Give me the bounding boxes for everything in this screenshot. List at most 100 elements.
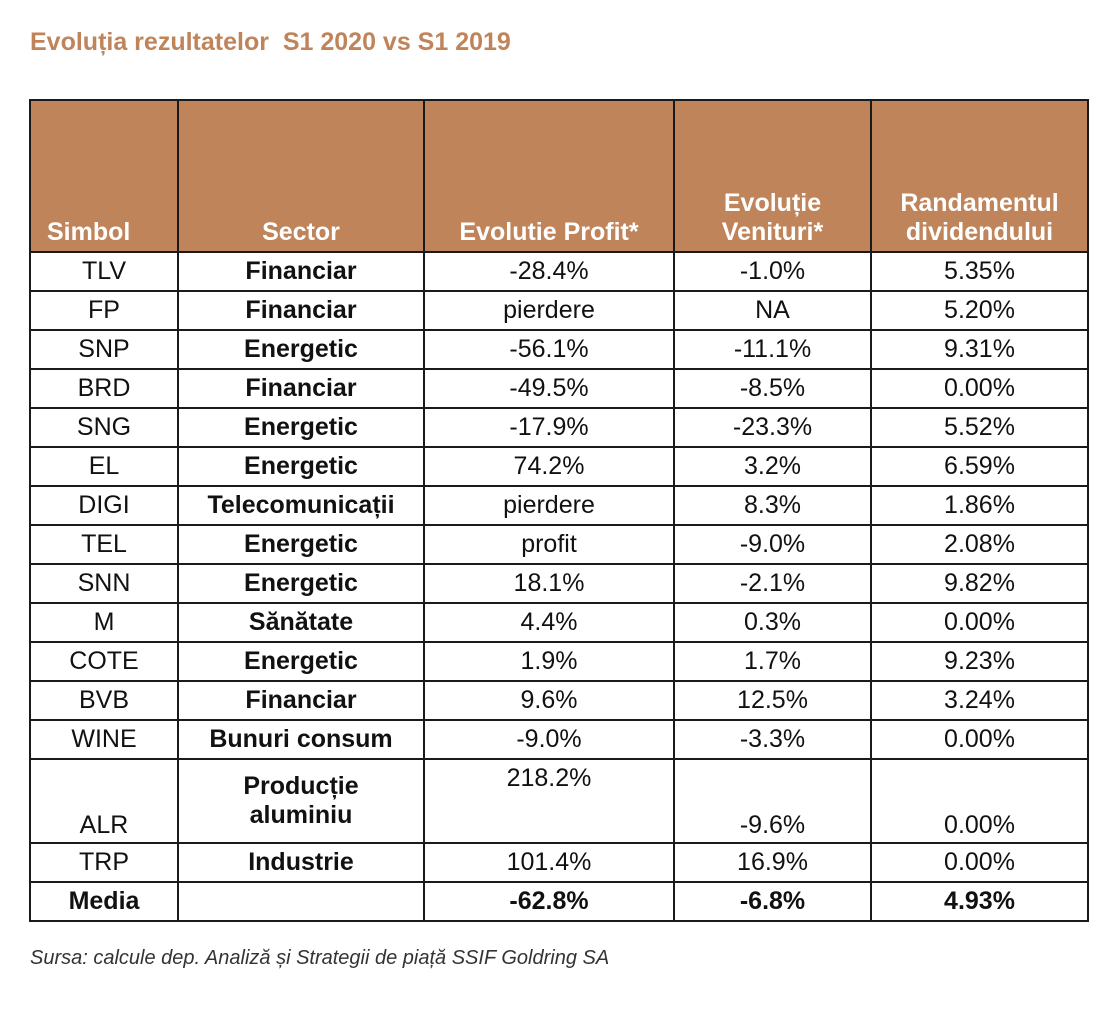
cell-sector-line2: aluminiu — [249, 801, 353, 829]
source-note: Sursa: calcule dep. Analiză și Strategii… — [30, 947, 610, 969]
cell-venituri: 16.9% — [673, 842, 872, 883]
cell-sector: Bunuri consum — [177, 719, 425, 760]
cell-randament: 5.35% — [870, 251, 1089, 292]
cell-venituri: -23.3% — [673, 407, 872, 448]
cell-sector: Industrie — [177, 842, 425, 883]
cell-simbol: BVB — [29, 680, 179, 721]
cell-venituri: -2.1% — [673, 563, 872, 604]
cell-randament: 3.24% — [870, 680, 1089, 721]
cell-sector: Telecomunicații — [177, 485, 425, 526]
cell-media-randament: 4.93% — [870, 881, 1089, 922]
cell-profit: -28.4% — [423, 251, 675, 292]
table-row: SNN Energetic 18.1% -2.1% 9.82% — [29, 563, 1089, 604]
cell-sector: Producție aluminiu — [177, 758, 425, 844]
cell-profit: 218.2% — [423, 758, 675, 844]
cell-venituri: -9.0% — [673, 524, 872, 565]
cell-media-label: Media — [29, 881, 179, 922]
table-row: TRP Industrie 101.4% 16.9% 0.00% — [29, 842, 1089, 883]
cell-profit: profit — [423, 524, 675, 565]
header-randament-line2: dividendului — [905, 218, 1054, 246]
cell-venituri: 1.7% — [673, 641, 872, 682]
table-row: BVB Financiar 9.6% 12.5% 3.24% — [29, 680, 1089, 721]
cell-simbol: COTE — [29, 641, 179, 682]
table-header-row: Simbol Sector Evolutie Profit* Evoluție … — [29, 99, 1089, 253]
cell-sector: Financiar — [177, 368, 425, 409]
cell-venituri: -1.0% — [673, 251, 872, 292]
cell-sector: Financiar — [177, 251, 425, 292]
cell-randament: 6.59% — [870, 446, 1089, 487]
cell-venituri: 8.3% — [673, 485, 872, 526]
cell-simbol: M — [29, 602, 179, 643]
cell-simbol: ALR — [29, 758, 179, 844]
cell-venituri: 3.2% — [673, 446, 872, 487]
cell-sector: Financiar — [177, 290, 425, 331]
cell-profit: pierdere — [423, 485, 675, 526]
header-simbol: Simbol — [29, 99, 179, 253]
header-venituri: Evoluție Venituri* — [673, 99, 872, 253]
cell-venituri: -11.1% — [673, 329, 872, 370]
cell-sector: Energetic — [177, 329, 425, 370]
cell-simbol: TLV — [29, 251, 179, 292]
cell-randament: 0.00% — [870, 368, 1089, 409]
table-row: M Sănătate 4.4% 0.3% 0.00% — [29, 602, 1089, 643]
cell-media-profit: -62.8% — [423, 881, 675, 922]
cell-profit: 1.9% — [423, 641, 675, 682]
cell-randament: 9.23% — [870, 641, 1089, 682]
cell-simbol: DIGI — [29, 485, 179, 526]
table-row: COTE Energetic 1.9% 1.7% 9.23% — [29, 641, 1089, 682]
cell-media-sector — [177, 881, 425, 922]
table-row: SNG Energetic -17.9% -23.3% 5.52% — [29, 407, 1089, 448]
cell-randament: 0.00% — [870, 758, 1089, 844]
cell-profit: -9.0% — [423, 719, 675, 760]
cell-randament: 0.00% — [870, 842, 1089, 883]
cell-profit: -17.9% — [423, 407, 675, 448]
cell-simbol: TEL — [29, 524, 179, 565]
table-row: TLV Financiar -28.4% -1.0% 5.35% — [29, 251, 1089, 292]
table-row-media: Media -62.8% -6.8% 4.93% — [29, 881, 1089, 922]
cell-profit: 9.6% — [423, 680, 675, 721]
cell-randament: 1.86% — [870, 485, 1089, 526]
cell-randament: 0.00% — [870, 719, 1089, 760]
cell-randament: 5.20% — [870, 290, 1089, 331]
header-randament-line1: Randamentul — [900, 189, 1059, 217]
cell-sector: Energetic — [177, 524, 425, 565]
cell-randament: 5.52% — [870, 407, 1089, 448]
cell-randament: 9.31% — [870, 329, 1089, 370]
cell-sector-line1: Producție — [243, 772, 359, 800]
cell-simbol: WINE — [29, 719, 179, 760]
cell-profit: 18.1% — [423, 563, 675, 604]
cell-randament: 0.00% — [870, 602, 1089, 643]
header-sector: Sector — [177, 99, 425, 253]
cell-venituri: NA — [673, 290, 872, 331]
cell-simbol: SNN — [29, 563, 179, 604]
table-row: FP Financiar pierdere NA 5.20% — [29, 290, 1089, 331]
page-title: Evoluția rezultatelor S1 2020 vs S1 2019 — [30, 28, 511, 56]
cell-simbol: EL — [29, 446, 179, 487]
table-row: DIGI Telecomunicații pierdere 8.3% 1.86% — [29, 485, 1089, 526]
cell-simbol: BRD — [29, 368, 179, 409]
cell-randament: 2.08% — [870, 524, 1089, 565]
cell-sector: Energetic — [177, 563, 425, 604]
table-row: EL Energetic 74.2% 3.2% 6.59% — [29, 446, 1089, 487]
cell-venituri: -9.6% — [673, 758, 872, 844]
results-table: Simbol Sector Evolutie Profit* Evoluție … — [29, 99, 1089, 922]
cell-profit: pierdere — [423, 290, 675, 331]
table-row: TEL Energetic profit -9.0% 2.08% — [29, 524, 1089, 565]
cell-simbol: SNP — [29, 329, 179, 370]
cell-simbol: TRP — [29, 842, 179, 883]
header-randament: Randamentul dividendului — [870, 99, 1089, 253]
cell-sector: Energetic — [177, 641, 425, 682]
cell-simbol: SNG — [29, 407, 179, 448]
cell-profit: -49.5% — [423, 368, 675, 409]
cell-sector: Energetic — [177, 446, 425, 487]
cell-profit: 101.4% — [423, 842, 675, 883]
cell-simbol: FP — [29, 290, 179, 331]
cell-venituri: 12.5% — [673, 680, 872, 721]
header-venituri-line2: Venituri* — [721, 218, 824, 246]
header-venituri-line1: Evoluție — [723, 189, 822, 217]
cell-venituri: 0.3% — [673, 602, 872, 643]
cell-media-venituri: -6.8% — [673, 881, 872, 922]
table-row: BRD Financiar -49.5% -8.5% 0.00% — [29, 368, 1089, 409]
cell-sector: Financiar — [177, 680, 425, 721]
cell-venituri: -3.3% — [673, 719, 872, 760]
